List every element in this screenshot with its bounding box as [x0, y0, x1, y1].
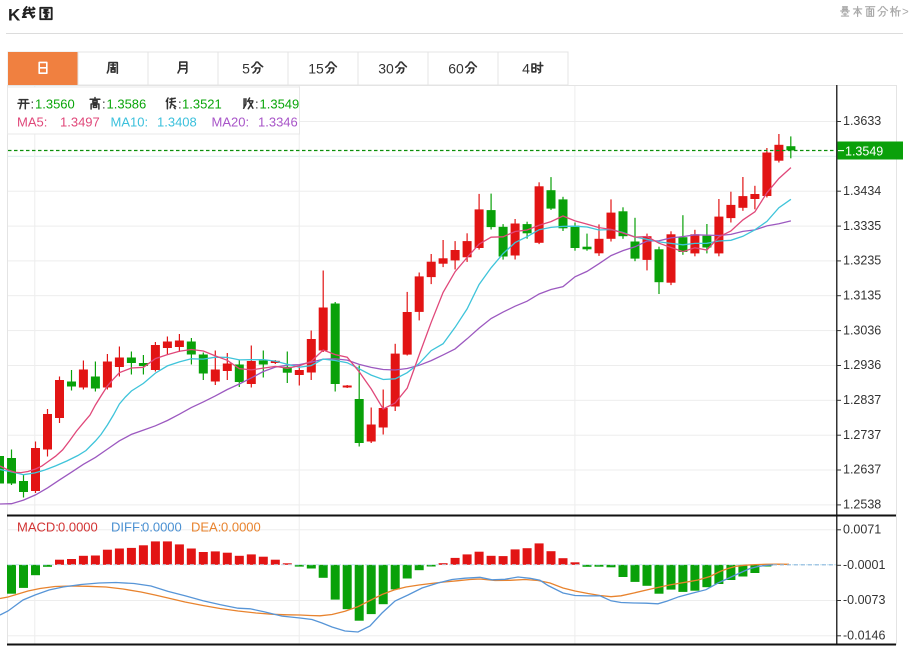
- svg-text:>: >: [902, 7, 909, 19]
- svg-text:1.3434: 1.3434: [843, 184, 881, 198]
- svg-text:60: 60: [448, 61, 464, 77]
- svg-text:MA5:: MA5:: [17, 115, 47, 130]
- svg-text:1.3135: 1.3135: [843, 288, 881, 302]
- svg-text:-0.0146: -0.0146: [843, 629, 885, 643]
- svg-text:1.3497: 1.3497: [60, 115, 100, 130]
- svg-text:1.2737: 1.2737: [843, 428, 881, 442]
- svg-text:0.0071: 0.0071: [843, 523, 881, 537]
- svg-text:1.2837: 1.2837: [843, 393, 881, 407]
- svg-text:1.2936: 1.2936: [843, 358, 881, 372]
- svg-text:0.0000: 0.0000: [58, 520, 98, 535]
- svg-text:MA20:: MA20:: [212, 115, 250, 130]
- svg-text:1.3235: 1.3235: [843, 254, 881, 268]
- svg-text:1.3549: 1.3549: [845, 144, 883, 158]
- svg-text:1.3036: 1.3036: [843, 323, 881, 337]
- svg-text::: :: [102, 97, 106, 112]
- svg-text:MACD:: MACD:: [17, 520, 59, 535]
- svg-text:1.3633: 1.3633: [843, 114, 881, 128]
- svg-text::: :: [178, 97, 182, 112]
- svg-text:15: 15: [308, 61, 324, 77]
- svg-text:1.2538: 1.2538: [843, 498, 881, 512]
- svg-text:4: 4: [522, 61, 530, 77]
- svg-text:-0.0001: -0.0001: [843, 558, 885, 572]
- svg-text:1.3521: 1.3521: [182, 97, 222, 112]
- svg-text:0.0000: 0.0000: [142, 520, 182, 535]
- svg-text::: :: [31, 97, 35, 112]
- svg-text:1.3586: 1.3586: [107, 97, 147, 112]
- svg-text:1.3408: 1.3408: [157, 115, 197, 130]
- svg-text::: :: [255, 97, 259, 112]
- svg-text:1.3549: 1.3549: [260, 97, 300, 112]
- svg-text:1.3335: 1.3335: [843, 219, 881, 233]
- svg-text:30: 30: [378, 61, 394, 77]
- svg-text:1.2637: 1.2637: [843, 463, 881, 477]
- svg-text:MA10:: MA10:: [111, 115, 149, 130]
- svg-text:DIFF:: DIFF:: [111, 520, 144, 535]
- svg-text:5: 5: [242, 61, 250, 77]
- svg-text:DEA:: DEA:: [191, 520, 221, 535]
- svg-text:1.3560: 1.3560: [35, 97, 75, 112]
- svg-text:1.3346: 1.3346: [258, 115, 298, 130]
- svg-text:K: K: [8, 6, 21, 25]
- svg-text:0.0000: 0.0000: [221, 520, 261, 535]
- svg-text:-0.0073: -0.0073: [843, 593, 885, 607]
